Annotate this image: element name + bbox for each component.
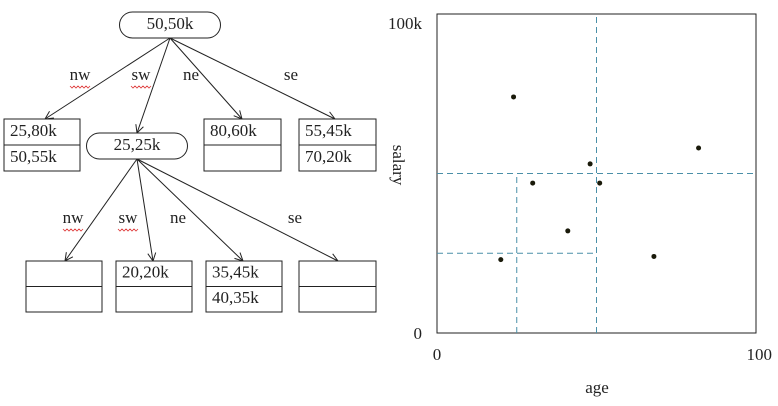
edge	[137, 37, 171, 133]
point	[511, 94, 517, 100]
edge-label: se	[288, 208, 302, 227]
point	[651, 253, 657, 259]
bucket-entry: 70,20k	[305, 147, 352, 166]
node-pill	[86, 132, 188, 160]
y-axis-label: salary	[389, 145, 408, 186]
node-pill	[119, 11, 221, 39]
node-label: 50,50k	[147, 14, 194, 33]
x-axis-label: age	[585, 378, 609, 397]
spell-underline	[117, 228, 139, 232]
bucket-entry: 35,45k	[212, 263, 259, 282]
edge	[65, 158, 138, 261]
edge-label: ne	[170, 208, 186, 227]
point	[696, 145, 702, 151]
point	[498, 257, 504, 263]
bucket-entry: 20,20k	[122, 263, 169, 282]
point	[565, 228, 571, 234]
edge-label: nw	[70, 65, 92, 84]
bucket-entry: 25,80k	[10, 121, 57, 140]
edge	[45, 37, 171, 119]
bucket-entry: 40,35k	[212, 288, 259, 307]
bucket-entry: 55,45k	[305, 121, 352, 140]
y-tick-label: 100k	[388, 14, 423, 33]
edge-label: se	[284, 65, 298, 84]
edge	[136, 158, 243, 261]
x-tick-label: 0	[433, 345, 442, 364]
y-tick-label: 0	[414, 324, 423, 343]
edge-label: sw	[132, 65, 152, 84]
edge	[169, 37, 242, 119]
edge-label: nw	[63, 208, 85, 227]
bucket-entry: 50,55k	[10, 147, 57, 166]
edge	[136, 158, 338, 261]
x-tick-label: 100	[747, 345, 773, 364]
edge	[136, 158, 153, 261]
spell-underline	[69, 85, 91, 89]
node-label: 25,25k	[114, 135, 161, 154]
edge	[169, 37, 335, 119]
point	[530, 180, 536, 186]
edge-label: sw	[119, 208, 139, 227]
spell-underline	[62, 228, 84, 232]
bucket-entry: 80,60k	[210, 121, 257, 140]
edge-label: ne	[183, 65, 199, 84]
point	[587, 161, 593, 167]
spell-underline	[130, 85, 152, 89]
point	[597, 180, 603, 186]
